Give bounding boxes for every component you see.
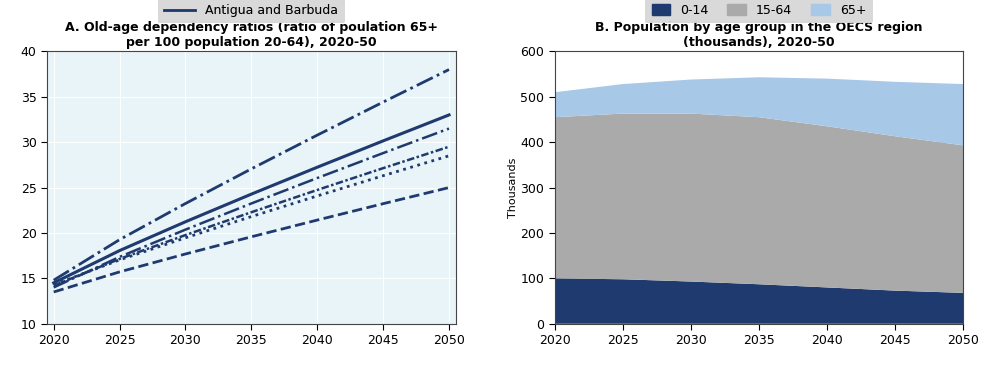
Y-axis label: Thousands: Thousands [508, 158, 518, 218]
Legend: 0-14, 15-64, 65+: 0-14, 15-64, 65+ [645, 0, 873, 23]
Title: A. Old-age dependency ratios (ratio of poulation 65+
per 100 population 20-64), : A. Old-age dependency ratios (ratio of p… [65, 21, 438, 49]
Legend: Antigua and Barbuda: Antigua and Barbuda [158, 0, 345, 23]
Title: B. Population by age group in the OECS region
(thousands), 2020-50: B. Population by age group in the OECS r… [595, 21, 923, 49]
